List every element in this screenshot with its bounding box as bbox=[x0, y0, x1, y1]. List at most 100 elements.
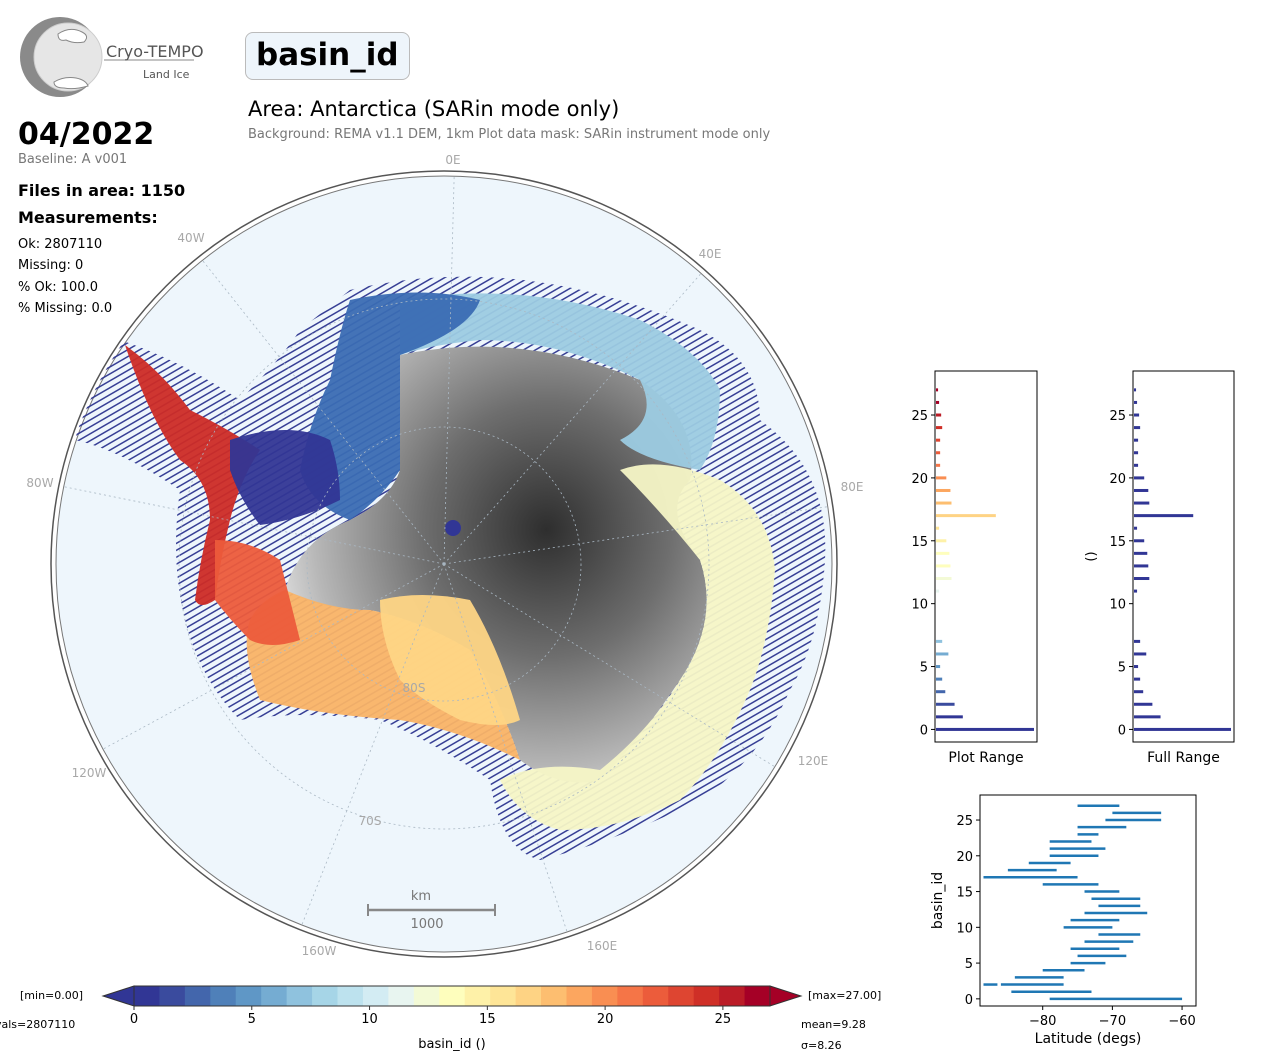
colorbar-swatch bbox=[744, 986, 771, 1006]
histogram-bar bbox=[1134, 577, 1150, 581]
histogram-bar bbox=[936, 551, 950, 555]
y-axis-label: () bbox=[1084, 551, 1099, 561]
logo-subtitle: Land Ice bbox=[143, 68, 190, 81]
west-dark-blue bbox=[230, 430, 340, 525]
colorbar-swatch bbox=[490, 986, 517, 1006]
histogram-bar bbox=[1134, 526, 1138, 530]
histogram-bar bbox=[936, 589, 940, 593]
histogram-bar bbox=[1134, 589, 1138, 593]
y-tick-label: 15 bbox=[911, 535, 928, 550]
colorbar-swatch bbox=[515, 986, 542, 1006]
y-tick-label: 15 bbox=[956, 886, 973, 901]
colorbar-tick-label: 15 bbox=[479, 1012, 496, 1027]
north-west-blue bbox=[300, 292, 480, 520]
y-tick-label: 25 bbox=[1109, 409, 1126, 424]
histogram-bar bbox=[936, 539, 947, 543]
histogram-bar bbox=[936, 715, 963, 719]
y-tick-label: 0 bbox=[1118, 723, 1126, 738]
north-coast-lightblue bbox=[400, 293, 720, 470]
east-coast-pale bbox=[500, 464, 775, 830]
lon-label-160e: 160E bbox=[587, 939, 618, 953]
histogram-bar bbox=[1134, 463, 1139, 467]
latitude-range-chart: 0 5 10 15 20 25 −80 −70 −60 Latitude (degs) basin_… bbox=[930, 794, 1197, 1047]
histogram-bar bbox=[1134, 501, 1150, 505]
histogram-bar bbox=[936, 438, 941, 442]
pole-patch bbox=[445, 520, 461, 536]
axes-frame bbox=[979, 794, 1197, 1007]
x-tick-label: −60 bbox=[1168, 1014, 1195, 1029]
ice-sheet bbox=[285, 346, 707, 783]
colorbar-swatch bbox=[591, 986, 618, 1006]
histogram-bar bbox=[1134, 702, 1153, 706]
histogram-bar bbox=[1134, 551, 1148, 555]
colorbar-swatch bbox=[439, 986, 466, 1006]
histogram-bar bbox=[936, 451, 941, 455]
lon-label-120w: 120W bbox=[72, 766, 107, 780]
histogram-bar bbox=[936, 476, 947, 480]
histogram-bar bbox=[1134, 539, 1145, 543]
x-axis-label: Latitude (degs) bbox=[1035, 1031, 1142, 1047]
colorbar-swatch bbox=[261, 986, 288, 1006]
y-tick-label: 5 bbox=[965, 957, 973, 972]
graticule bbox=[178, 298, 710, 830]
colorbar-swatch bbox=[134, 986, 160, 1006]
colorbar-swatch bbox=[413, 986, 440, 1006]
colorbar-swatch bbox=[337, 986, 364, 1006]
colorbar-min-extend bbox=[101, 985, 135, 1007]
logo-title: Cryo-TEMPO bbox=[106, 42, 204, 61]
histogram-bar bbox=[1134, 413, 1140, 417]
x-axis-label: Plot Range bbox=[948, 750, 1023, 766]
lon-label-160w: 160W bbox=[302, 944, 337, 958]
colorbar-swatch bbox=[388, 986, 415, 1006]
histogram-bar bbox=[1134, 426, 1141, 430]
stat-ok: Ok: 2807110 bbox=[18, 237, 103, 252]
south-pale-orange bbox=[380, 595, 520, 725]
y-tick-label: 20 bbox=[956, 850, 973, 865]
histogram-bar bbox=[936, 564, 951, 568]
histogram-bar bbox=[1134, 677, 1141, 681]
histogram-bar bbox=[936, 501, 952, 505]
histogram-bar bbox=[936, 488, 951, 492]
scale-unit: km bbox=[411, 889, 431, 904]
colorbar-frame bbox=[133, 985, 771, 1007]
stat-pct-ok: % Ok: 100.0 bbox=[18, 280, 98, 295]
colorbar-tick-label: 5 bbox=[248, 1012, 256, 1027]
colorbar-max-label: [max=27.00] bbox=[808, 989, 881, 1002]
y-tick-label: 5 bbox=[920, 661, 928, 676]
x-axis-label: Full Range bbox=[1147, 750, 1220, 766]
antarctica-map: 0E 40E 80E 120E 160E 160W 120W 80W 40W 8… bbox=[26, 153, 863, 958]
area-subtitle: Background: REMA v1.1 DEM, 1km Plot data… bbox=[248, 127, 771, 142]
colorbar-swatch bbox=[617, 986, 644, 1006]
colorbar-swatches bbox=[134, 986, 771, 1006]
colorbar-swatch bbox=[235, 986, 262, 1006]
colorbar-swatch bbox=[642, 986, 669, 1006]
axes-frame bbox=[1132, 370, 1235, 743]
colorbar-nvals-label: nvals=2807110 bbox=[0, 1018, 75, 1031]
histogram-bar bbox=[1134, 639, 1141, 643]
histogram-bar bbox=[1134, 388, 1137, 392]
histogram-plot-range: 0 5 10 15 20 25 Plot Range bbox=[911, 370, 1038, 766]
map-frame bbox=[50, 170, 838, 958]
lat-label-80s: 80S bbox=[403, 681, 426, 695]
histogram-bar bbox=[936, 514, 996, 518]
colorbar-label: basin_id () bbox=[418, 1037, 485, 1052]
histogram-bar bbox=[936, 702, 955, 706]
baseline-label: Baseline: A v001 bbox=[18, 152, 128, 167]
scale-value: 1000 bbox=[410, 917, 443, 932]
colorbar-tick-label: 20 bbox=[597, 1012, 614, 1027]
colorbar-swatch bbox=[362, 986, 389, 1006]
colorbar-swatch bbox=[286, 986, 313, 1006]
page-title: basin_id bbox=[245, 32, 410, 80]
lon-label-40w: 40W bbox=[177, 231, 204, 245]
histogram-bar bbox=[1134, 438, 1139, 442]
lon-label-0e: 0E bbox=[445, 153, 460, 167]
colorbar-swatch bbox=[210, 986, 237, 1006]
histogram-bar bbox=[1134, 652, 1147, 656]
histogram-bar bbox=[936, 690, 946, 694]
histogram-bar bbox=[936, 652, 949, 656]
lat-label-70s: 70S bbox=[359, 814, 382, 828]
y-tick-label: 10 bbox=[956, 921, 973, 936]
date-label: 04/2022 bbox=[18, 117, 155, 152]
axes-frame bbox=[934, 370, 1038, 743]
x-tick-label: −80 bbox=[1029, 1014, 1056, 1029]
